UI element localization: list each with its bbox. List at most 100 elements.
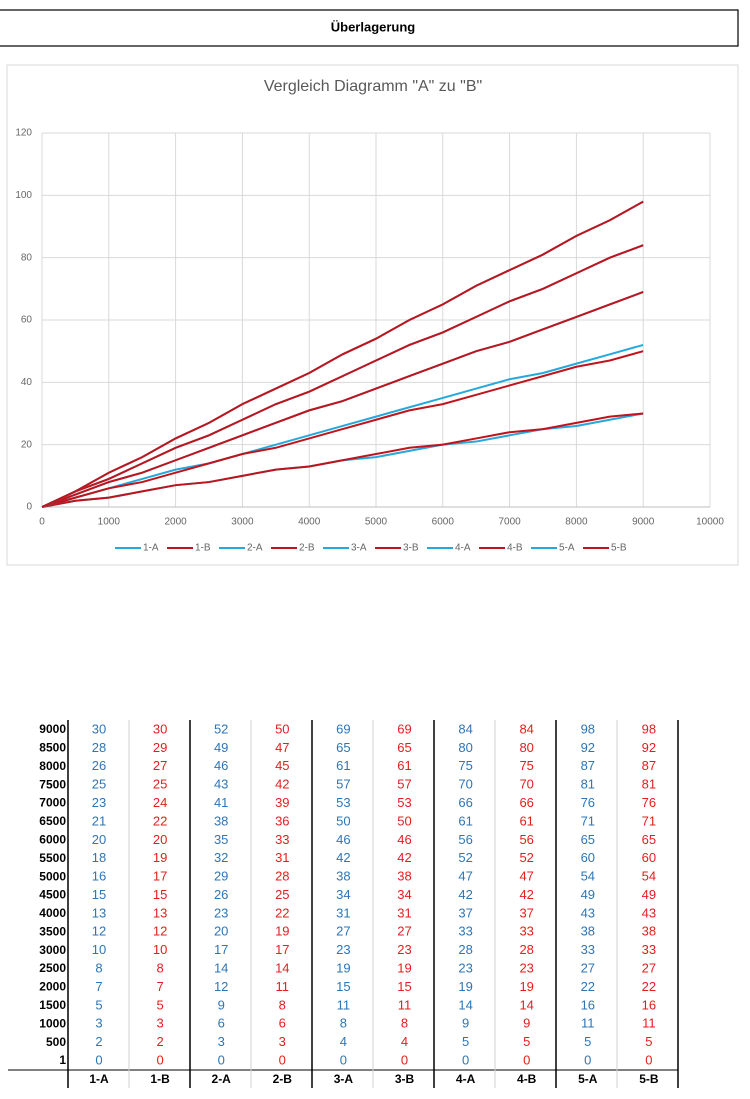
table-cell: 31 <box>336 905 350 920</box>
column-header: 3-A <box>334 1072 354 1086</box>
table-cell: 50 <box>336 813 350 828</box>
table-cell: 5 <box>584 1034 591 1049</box>
legend-label: 2-B <box>299 543 315 554</box>
column-header: 1-B <box>150 1072 170 1086</box>
row-label: 7000 <box>39 796 66 810</box>
x-tick-label: 5000 <box>365 517 388 528</box>
table-cell: 5 <box>95 997 102 1012</box>
column-header: 5-B <box>639 1072 659 1086</box>
table-cell: 0 <box>462 1052 469 1067</box>
table-cell: 46 <box>397 832 411 847</box>
table-cell: 61 <box>519 813 533 828</box>
y-tick-label: 60 <box>21 315 33 326</box>
table-cell: 19 <box>336 960 350 975</box>
table-cell: 27 <box>397 924 411 939</box>
table-cell: 98 <box>642 721 656 736</box>
table-cell: 49 <box>214 740 228 755</box>
table-cell: 87 <box>581 758 595 773</box>
table-cell: 29 <box>153 740 167 755</box>
table-cell: 38 <box>581 924 595 939</box>
table-cell: 14 <box>519 997 533 1012</box>
row-label: 1 <box>59 1053 66 1067</box>
table-cell: 8 <box>95 960 102 975</box>
table-cell: 16 <box>581 997 595 1012</box>
table-cell: 15 <box>397 979 411 994</box>
table-cell: 32 <box>214 850 228 865</box>
table-cell: 61 <box>458 813 472 828</box>
table-cell: 19 <box>458 979 472 994</box>
table-cell: 49 <box>642 887 656 902</box>
column-header: 4-B <box>517 1072 537 1086</box>
y-tick-label: 0 <box>26 502 32 513</box>
table-cell: 34 <box>336 887 350 902</box>
table-cell: 20 <box>92 832 106 847</box>
table-cell: 23 <box>458 960 472 975</box>
legend-label: 2-A <box>247 543 263 554</box>
table-cell: 11 <box>642 1016 656 1031</box>
table-cell: 0 <box>523 1052 530 1067</box>
table-cell: 17 <box>275 942 289 957</box>
table-cell: 14 <box>214 960 228 975</box>
table-cell: 0 <box>156 1052 163 1067</box>
table-cell: 11 <box>276 979 290 994</box>
table-cell: 53 <box>336 795 350 810</box>
table-cell: 3 <box>279 1034 286 1049</box>
table-cell: 19 <box>153 850 167 865</box>
table-cell: 3 <box>218 1034 225 1049</box>
table-cell: 66 <box>519 795 533 810</box>
legend-label: 3-B <box>403 543 419 554</box>
table-cell: 12 <box>92 924 106 939</box>
column-header: 2-B <box>273 1072 293 1086</box>
row-label: 500 <box>46 1035 66 1049</box>
table-cell: 27 <box>336 924 350 939</box>
table-cell: 69 <box>397 721 411 736</box>
table-cell: 0 <box>584 1052 591 1067</box>
table-cell: 13 <box>92 905 106 920</box>
table-cell: 23 <box>92 795 106 810</box>
table-cell: 0 <box>645 1052 652 1067</box>
row-label: 2500 <box>39 961 66 975</box>
table-cell: 0 <box>218 1052 225 1067</box>
table-cell: 70 <box>519 777 533 792</box>
table-cell: 0 <box>340 1052 347 1067</box>
table-cell: 57 <box>336 777 350 792</box>
table-cell: 9 <box>462 1016 469 1031</box>
table-cell: 15 <box>153 887 167 902</box>
table-cell: 23 <box>214 905 228 920</box>
table-cell: 84 <box>519 721 533 736</box>
table-cell: 30 <box>153 721 167 736</box>
table-cell: 43 <box>214 777 228 792</box>
table-cell: 65 <box>642 832 656 847</box>
table-cell: 2 <box>95 1034 102 1049</box>
x-tick-label: 0 <box>39 517 45 528</box>
table-cell: 75 <box>458 758 472 773</box>
x-tick-label: 1000 <box>98 517 121 528</box>
table-cell: 39 <box>275 795 289 810</box>
table-cell: 29 <box>214 869 228 884</box>
row-label: 6000 <box>39 832 66 846</box>
table-cell: 50 <box>397 813 411 828</box>
table-cell: 6 <box>218 1016 225 1031</box>
table-cell: 81 <box>642 777 656 792</box>
table-cell: 22 <box>581 979 595 994</box>
table-cell: 5 <box>462 1034 469 1049</box>
table-cell: 98 <box>581 721 595 736</box>
legend-label: 1-A <box>143 543 159 554</box>
x-tick-label: 10000 <box>696 517 724 528</box>
table-cell: 38 <box>642 924 656 939</box>
table-cell: 65 <box>336 740 350 755</box>
table-cell: 33 <box>642 942 656 957</box>
table-cell: 4 <box>401 1034 408 1049</box>
table-cell: 23 <box>397 942 411 957</box>
column-header: 3-B <box>395 1072 415 1086</box>
table-cell: 25 <box>153 777 167 792</box>
table-cell: 71 <box>581 813 595 828</box>
table-cell: 61 <box>397 758 411 773</box>
x-tick-label: 4000 <box>298 517 321 528</box>
series-line <box>41 291 644 508</box>
series-line <box>41 244 644 508</box>
table-cell: 75 <box>519 758 533 773</box>
table-cell: 38 <box>336 869 350 884</box>
table-cell: 20 <box>153 832 167 847</box>
